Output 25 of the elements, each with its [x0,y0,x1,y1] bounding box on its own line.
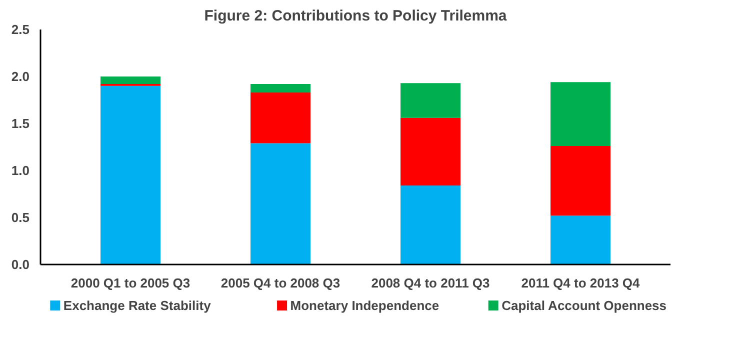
x-tick-label: 2011 Q4 to 2013 Q4 [521,276,641,290]
bar [550,82,610,146]
x-tick-label: 2008 Q4 to 2011 Q3 [371,276,490,290]
x-tick-label: 2005 Q4 to 2008 Q3 [220,276,340,290]
bar [100,86,160,264]
y-tick-label: 2.0 [11,69,30,84]
chart-title: Figure 2: Contributions to Policy Trilemma [204,8,508,24]
y-tick-label: 1.5 [11,116,30,131]
bar [550,216,610,264]
y-tick-label: 0.5 [11,210,30,225]
bar [400,118,460,186]
bar [550,146,610,216]
y-tick-label: 2.5 [11,22,30,37]
bar [250,92,310,144]
legend-label: Monetary Independence [290,298,440,313]
x-tick-label: 2000 Q1 to 2005 Q3 [70,276,190,290]
bar [250,143,310,264]
bar [400,83,460,118]
y-tick-label: 1.0 [11,163,30,178]
legend-label: Capital Account Openness [502,298,667,313]
bar [250,84,310,92]
y-tick-label: 0.0 [11,257,30,272]
bar [100,76,160,84]
bar [400,186,460,264]
legend-label: Exchange Rate Stability [63,298,212,313]
